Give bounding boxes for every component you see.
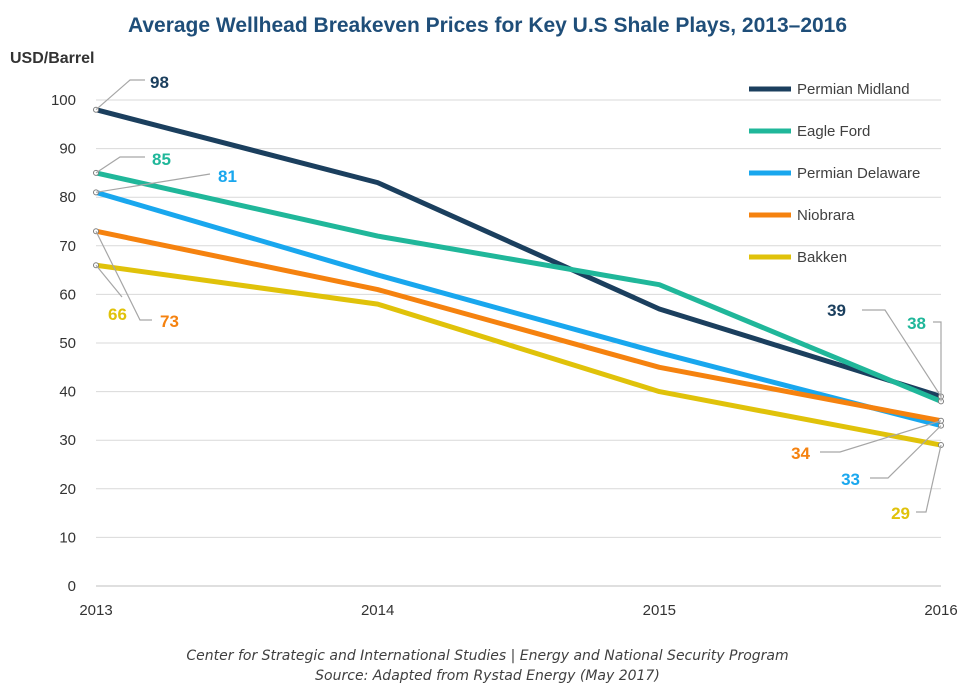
- leader-lines: [93, 79, 944, 513]
- leader-line: [95, 230, 152, 321]
- data-label: 33: [841, 470, 860, 489]
- leader-line: [862, 309, 942, 397]
- legend-entry: Eagle Ford: [797, 123, 870, 140]
- footer-credit: Center for Strategic and International S…: [186, 648, 789, 664]
- leader-line: [95, 79, 145, 111]
- data-label: 29: [891, 504, 910, 523]
- series-line-permian-delaware: [93, 189, 944, 429]
- data-label: 81: [218, 167, 237, 186]
- y-tick-label: 30: [59, 432, 76, 449]
- series-line-eagle-ford: [93, 170, 944, 404]
- series-line-permian-midland: [93, 107, 944, 399]
- data-label: 73: [160, 312, 179, 331]
- y-tick-label: 80: [59, 189, 76, 206]
- data-labels: 98 85 81 66 73 39 38 34 33 29: [108, 73, 926, 523]
- series-line-bakken: [93, 262, 944, 448]
- y-tick-label: 50: [59, 335, 76, 352]
- legend-entry: Permian Delaware: [797, 165, 920, 182]
- data-label: 39: [827, 301, 846, 320]
- legend-entry: Bakken: [797, 249, 847, 266]
- y-tick-label: 70: [59, 238, 76, 255]
- leader-line: [870, 425, 942, 479]
- leader-line: [933, 321, 942, 402]
- x-tick-label: 2014: [361, 602, 394, 619]
- series-lines: [93, 107, 944, 448]
- x-tick-label: 2013: [79, 602, 112, 619]
- line-chart: 0 10 20 30 40 50 60 70 80 90 100 2013 2014 2015 2016 9…: [51, 73, 958, 619]
- leader-line: [95, 173, 211, 193]
- data-label: 85: [152, 150, 171, 169]
- footer-source: Source: Adapted from Rystad Energy (May …: [315, 668, 660, 684]
- y-tick-label: 60: [59, 286, 76, 303]
- y-axis-label: USD/Barrel: [10, 50, 95, 67]
- leader-line: [95, 156, 145, 174]
- leader-line: [95, 264, 123, 298]
- data-label: 66: [108, 305, 127, 324]
- series-line-niobrara: [93, 228, 944, 424]
- y-tick-label: 20: [59, 481, 76, 498]
- x-tick-label: 2015: [643, 602, 676, 619]
- y-tick-label: 0: [68, 578, 76, 595]
- leader-line: [820, 420, 942, 453]
- y-tick-label: 100: [51, 92, 76, 109]
- y-tick-label: 10: [59, 529, 76, 546]
- x-tick-label: 2016: [924, 602, 957, 619]
- legend: Permian Midland Eagle Ford Permian Delawar…: [749, 81, 920, 266]
- data-label: 34: [791, 444, 810, 463]
- data-label: 38: [907, 314, 926, 333]
- y-tick-label: 40: [59, 384, 76, 401]
- data-label: 98: [150, 73, 169, 92]
- leader-line: [916, 444, 942, 513]
- legend-entry: Niobrara: [797, 207, 855, 224]
- chart-title: Average Wellhead Breakeven Prices for Ke…: [127, 14, 848, 37]
- axes: 0 10 20 30 40 50 60 70 80 90 100 2013 2014 2015 2016: [51, 92, 958, 619]
- y-tick-label: 90: [59, 141, 76, 158]
- legend-entry: Permian Midland: [797, 81, 910, 98]
